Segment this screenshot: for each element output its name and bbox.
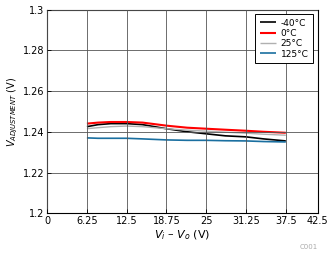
0°C	[96, 121, 100, 124]
-40°C	[244, 135, 248, 138]
Line: 25°C: 25°C	[87, 126, 286, 135]
25°C	[164, 127, 168, 130]
125°C	[262, 140, 266, 143]
125°C	[85, 136, 89, 139]
-40°C	[262, 137, 266, 140]
0°C	[204, 127, 208, 130]
25°C	[125, 124, 129, 128]
Line: -40°C: -40°C	[87, 124, 286, 141]
0°C	[262, 130, 266, 133]
0°C	[109, 120, 113, 123]
25°C	[96, 126, 100, 129]
0°C	[284, 131, 288, 134]
-40°C	[141, 123, 145, 126]
125°C	[244, 139, 248, 142]
Text: C001: C001	[299, 244, 318, 250]
0°C	[141, 121, 145, 124]
-40°C	[109, 122, 113, 125]
125°C	[185, 139, 189, 142]
125°C	[141, 137, 145, 140]
-40°C	[284, 139, 288, 142]
25°C	[244, 132, 248, 135]
125°C	[164, 138, 168, 141]
0°C	[185, 126, 189, 129]
125°C	[223, 139, 227, 142]
-40°C	[223, 134, 227, 137]
0°C	[223, 128, 227, 131]
Line: 125°C: 125°C	[87, 138, 286, 142]
-40°C	[85, 125, 89, 128]
25°C	[204, 130, 208, 133]
125°C	[204, 139, 208, 142]
25°C	[262, 133, 266, 136]
25°C	[141, 125, 145, 128]
125°C	[96, 137, 100, 140]
-40°C	[204, 132, 208, 135]
-40°C	[125, 122, 129, 125]
X-axis label: $V_i$ – $V_o$ (V): $V_i$ – $V_o$ (V)	[154, 229, 210, 242]
-40°C	[185, 130, 189, 133]
-40°C	[164, 127, 168, 130]
25°C	[284, 134, 288, 137]
25°C	[223, 131, 227, 134]
0°C	[244, 129, 248, 132]
0°C	[164, 124, 168, 127]
Y-axis label: $V_{ADJUSTMENT}$ (V): $V_{ADJUSTMENT}$ (V)	[6, 76, 20, 147]
125°C	[109, 137, 113, 140]
125°C	[284, 140, 288, 144]
25°C	[185, 129, 189, 132]
25°C	[85, 127, 89, 130]
25°C	[109, 125, 113, 128]
Line: 0°C: 0°C	[87, 122, 286, 133]
Legend: -40°C, 0°C, 25°C, 125°C: -40°C, 0°C, 25°C, 125°C	[256, 14, 313, 63]
0°C	[85, 122, 89, 125]
-40°C	[96, 123, 100, 126]
125°C	[125, 137, 129, 140]
0°C	[125, 120, 129, 123]
